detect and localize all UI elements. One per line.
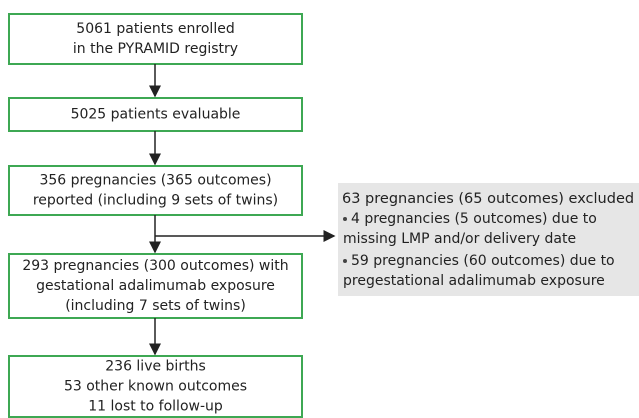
bullet	[343, 217, 347, 221]
node-text: 293 pregnancies (300 outcomes) with	[22, 258, 288, 274]
node-text: 356 pregnancies (365 outcomes)	[39, 173, 271, 189]
box	[8, 13, 303, 65]
node-text: (including 7 sets of twins)	[65, 298, 246, 314]
exclusion-title: 63 pregnancies (65 outcomes) excluded	[342, 191, 634, 207]
node-text: 11 lost to follow-up	[88, 399, 223, 415]
node-text: 53 other known outcomes	[64, 379, 247, 395]
node-text: gestational adalimumab exposure	[36, 278, 275, 294]
exclusion-item: 4 pregnancies (5 outcomes) due to	[351, 211, 597, 227]
exclusion-box	[338, 183, 639, 296]
node-text: 236 live births	[105, 359, 206, 375]
node-text: 5061 patients enrolled	[76, 21, 234, 37]
node-text: 5025 patients evaluable	[71, 107, 241, 123]
exclusion-item: missing LMP and/or delivery date	[343, 231, 576, 247]
box	[8, 355, 303, 418]
exclusion-item: pregestational adalimumab exposure	[343, 273, 605, 289]
node-text: reported (including 9 sets of twins)	[33, 193, 278, 209]
bullet	[343, 259, 347, 263]
node-text: in the PYRAMID registry	[73, 41, 238, 57]
box	[8, 253, 303, 319]
exclusion-item: 59 pregnancies (60 outcomes) due to	[351, 253, 615, 269]
